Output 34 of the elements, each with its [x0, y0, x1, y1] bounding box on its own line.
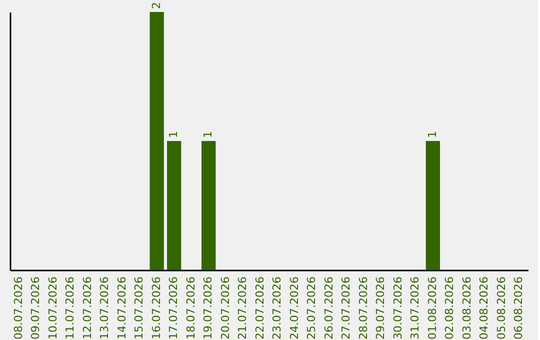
x-tick-label: 05.08.2026	[494, 276, 508, 340]
data-label: 1	[167, 131, 180, 138]
x-tick-label: 08.07.2026	[12, 276, 25, 340]
x-tick-label: 17.07.2026	[167, 276, 180, 340]
x-tick-label: 28.07.2026	[356, 276, 370, 340]
x-tick-label: 10.07.2026	[46, 276, 60, 340]
x-tick-label: 15.07.2026	[132, 276, 146, 340]
x-tick-label: 04.08.2026	[478, 276, 491, 340]
x-tick-label: 16.07.2026	[150, 276, 163, 340]
x-tick-label: 18.07.2026	[184, 276, 198, 340]
x-tick-label: 14.07.2026	[115, 276, 128, 340]
x-tick-label: 06.08.2026	[512, 276, 526, 340]
x-tick-label: 20.07.2026	[218, 276, 232, 340]
x-tick-label: 31.07.2026	[408, 276, 422, 340]
x-tick-label: 27.07.2026	[340, 276, 353, 340]
data-label: 1	[426, 131, 439, 138]
x-tick-label: 02.08.2026	[443, 276, 456, 340]
x-tick-label: 24.07.2026	[288, 276, 301, 340]
x-tick-label: 26.07.2026	[322, 276, 336, 340]
x-tick-label: 30.07.2026	[391, 276, 404, 340]
x-tick-label: 29.07.2026	[374, 276, 388, 340]
x-tick-label: 11.07.2026	[64, 276, 77, 340]
x-tick-label: 21.07.2026	[236, 276, 250, 340]
x-tick-label: 19.07.2026	[202, 276, 215, 340]
x-tick-label: 09.07.2026	[29, 276, 42, 340]
data-label: 1	[202, 131, 215, 138]
x-tick-label: 22.07.2026	[253, 276, 266, 340]
x-tick-label: 25.07.2026	[305, 276, 318, 340]
x-tick-label: 01.08.2026	[426, 276, 439, 340]
x-tick-label: 13.07.2026	[98, 276, 112, 340]
x-tick-label: 03.08.2026	[460, 276, 474, 340]
x-tick-label: 12.07.2026	[80, 276, 94, 340]
data-label: 2	[150, 2, 163, 9]
x-tick-label: 23.07.2026	[270, 276, 284, 340]
